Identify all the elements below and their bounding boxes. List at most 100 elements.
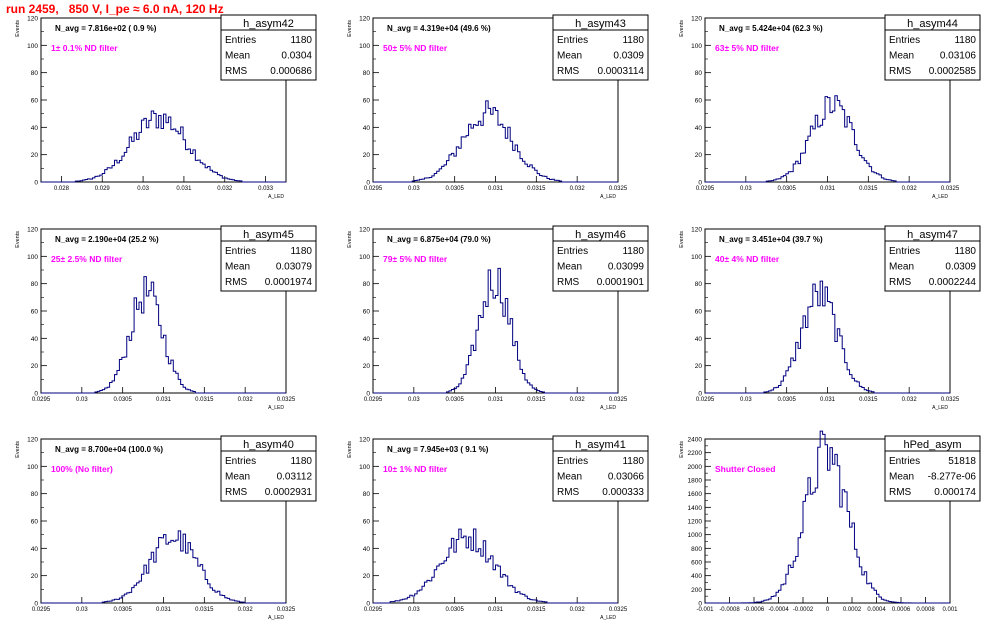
y-tick-label: 20	[695, 152, 703, 159]
x-tick-label: 0.0315	[195, 397, 214, 403]
stats-label: RMS	[889, 487, 912, 498]
y-tick-label: 60	[363, 519, 371, 526]
filter-label: 25± 2.5% ND filter	[51, 254, 123, 264]
y-axis-label: Events	[15, 20, 21, 37]
y-tick-label: 100	[691, 254, 702, 261]
y-tick-label: 0	[34, 180, 38, 187]
histogram-line	[373, 528, 618, 604]
stats-label: Mean	[225, 51, 250, 62]
stats-box	[884, 14, 981, 81]
y-tick-label: 100	[27, 254, 38, 261]
histogram-line	[373, 267, 618, 394]
stats-title: h_asym42	[243, 18, 294, 30]
x-tick-label: 0.031	[176, 186, 192, 192]
stats-label: Mean	[557, 262, 582, 273]
x-tick-label: 0.0295	[364, 397, 383, 403]
stats-value: 1180	[954, 246, 976, 257]
stats-label: Entries	[225, 35, 256, 46]
filter-label: 50± 5% ND filter	[383, 43, 448, 53]
y-tick-label: 60	[695, 309, 703, 316]
x-tick-label: 0.0315	[527, 186, 546, 192]
stats-label: Entries	[889, 456, 920, 467]
x-tick-label: 0.0325	[609, 607, 628, 613]
stats-box	[220, 14, 317, 81]
histogram-panel-h_asym44: 0 20 40 60 80 100 120 0.0295 0.03 0.0305 0.031 0.03…	[679, 14, 981, 200]
stats-value: 0.000174	[934, 487, 976, 498]
y-tick-label: 0	[698, 180, 702, 187]
x-axis-label: A_LED	[600, 194, 616, 200]
stats-label: RMS	[225, 277, 248, 288]
y-axis-label: Events	[347, 441, 353, 458]
y-tick-label: 60	[363, 309, 371, 316]
y-tick-label: 1800	[688, 478, 703, 485]
histogram-line	[705, 430, 950, 604]
filter-label: 63± 5% ND filter	[715, 43, 780, 53]
x-tick-label: 0.0325	[609, 186, 628, 192]
stats-title: h_asym40	[243, 439, 294, 451]
n-avg-annotation: N_avg = 7.945e+03 ( 9.1 %)	[387, 445, 489, 454]
x-tick-label: 0.0295	[696, 186, 715, 192]
y-tick-label: 2200	[688, 450, 703, 457]
stats-value: 0.0309	[613, 51, 644, 62]
stats-label: Mean	[889, 51, 914, 62]
y-tick-label: 100	[27, 464, 38, 471]
y-tick-label: 20	[363, 573, 371, 580]
y-tick-label: 120	[27, 16, 38, 23]
x-tick-label: 0.0008	[916, 607, 935, 613]
y-tick-label: 80	[363, 281, 371, 288]
histogram-panel-h_asym41: 0 20 40 60 80 100 120 0.0295 0.03 0.0305 0.031 0.03…	[347, 435, 649, 621]
y-tick-label: 1600	[688, 491, 703, 498]
stats-value: 0.03106	[940, 51, 977, 62]
x-tick-label: 0.0295	[364, 186, 383, 192]
stats-label: Entries	[225, 246, 256, 257]
filter-label: 79± 5% ND filter	[383, 254, 448, 264]
x-tick-label: -0.001	[696, 607, 714, 613]
stats-label: Entries	[557, 35, 588, 46]
y-tick-label: 80	[31, 281, 39, 288]
stats-label: Entries	[889, 35, 920, 46]
x-tick-label: 0.0305	[445, 397, 464, 403]
y-tick-label: 20	[31, 573, 39, 580]
stats-title: h_asym41	[575, 439, 626, 451]
x-tick-label: 0.032	[217, 186, 233, 192]
y-tick-label: 200	[691, 587, 702, 594]
y-tick-label: 80	[31, 491, 39, 498]
stats-value: 51818	[948, 456, 976, 467]
x-tick-label: 0.033	[258, 186, 274, 192]
y-tick-label: 40	[695, 125, 703, 132]
stats-label: Mean	[889, 262, 914, 273]
x-axis-label: A_LED	[268, 615, 284, 621]
y-tick-label: 1200	[688, 519, 703, 526]
stats-box	[552, 435, 649, 502]
y-tick-label: 0	[366, 391, 370, 398]
histogram-panel-hPed_asym: 0 200 400 600 800 1000 1200 1400 1600 1800 2000 220…	[679, 430, 981, 613]
filter-label: 40± 4% ND filter	[715, 254, 780, 264]
stats-value: 0.0002931	[265, 487, 313, 498]
x-tick-label: 0.0305	[777, 186, 796, 192]
x-axis-label: A_LED	[932, 405, 948, 411]
y-tick-label: 20	[31, 363, 39, 370]
histogram-panel-h_asym40: 0 20 40 60 80 100 120 0.0295 0.03 0.0305 0.031 0.03…	[15, 435, 317, 621]
stats-value: 0.0001901	[597, 277, 645, 288]
filter-label: 1± 0.1% ND filter	[51, 43, 118, 53]
stats-value: 1180	[290, 35, 312, 46]
n-avg-annotation: N_avg = 4.319e+04 (49.6 %)	[387, 24, 491, 33]
x-axis-label: A_LED	[600, 615, 616, 621]
stats-box	[220, 435, 317, 502]
histogram-line	[373, 100, 618, 183]
y-axis-label: Events	[679, 231, 685, 248]
stats-title: h_asym45	[243, 229, 294, 241]
stats-value: -8.277e-06	[928, 472, 977, 483]
stats-value: 1180	[622, 456, 644, 467]
y-tick-label: 0	[34, 391, 38, 398]
stats-label: Mean	[557, 472, 582, 483]
x-tick-label: 0.0315	[859, 186, 878, 192]
y-axis-label: Events	[679, 441, 685, 458]
y-tick-label: 120	[359, 16, 370, 23]
y-tick-label: 2400	[688, 437, 703, 444]
y-axis-label: Events	[347, 20, 353, 37]
stats-label: RMS	[225, 487, 248, 498]
stats-value: 0.0001974	[265, 277, 313, 288]
n-avg-annotation: N_avg = 2.190e+04 (25.2 %)	[55, 235, 159, 244]
x-axis-label: A_LED	[268, 194, 284, 200]
